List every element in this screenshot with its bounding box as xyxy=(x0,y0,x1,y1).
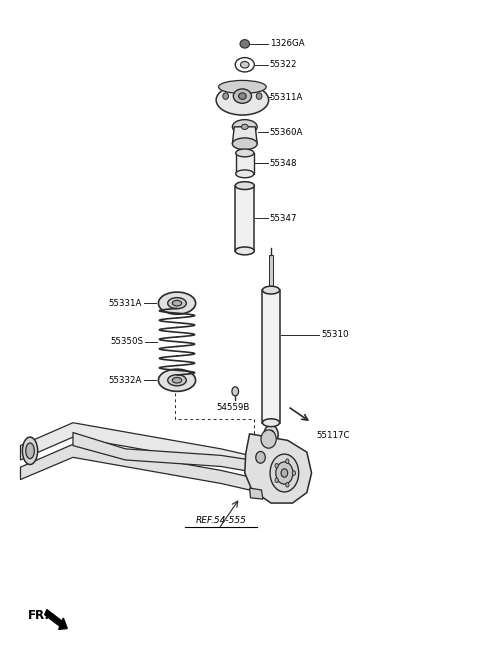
Ellipse shape xyxy=(281,469,288,478)
Ellipse shape xyxy=(275,463,278,468)
Ellipse shape xyxy=(263,286,280,294)
Text: 55322: 55322 xyxy=(270,60,297,70)
Ellipse shape xyxy=(218,81,266,94)
Ellipse shape xyxy=(172,377,181,383)
Ellipse shape xyxy=(240,39,250,48)
Ellipse shape xyxy=(158,292,196,314)
Bar xyxy=(263,290,280,422)
Ellipse shape xyxy=(26,443,34,459)
Ellipse shape xyxy=(168,298,186,309)
Polygon shape xyxy=(245,434,312,503)
Ellipse shape xyxy=(240,62,249,68)
Text: 55348: 55348 xyxy=(270,159,297,168)
FancyArrow shape xyxy=(45,609,67,630)
Text: 55117C: 55117C xyxy=(316,430,350,440)
Text: 55350S: 55350S xyxy=(110,337,143,346)
Ellipse shape xyxy=(286,483,289,487)
Text: REF.54-555: REF.54-555 xyxy=(195,516,246,525)
Ellipse shape xyxy=(256,451,265,463)
Bar xyxy=(269,255,273,290)
Ellipse shape xyxy=(223,93,228,99)
Text: 55332A: 55332A xyxy=(109,376,142,385)
Ellipse shape xyxy=(236,149,254,157)
Text: 1326GA: 1326GA xyxy=(270,39,304,49)
Ellipse shape xyxy=(235,58,254,72)
Ellipse shape xyxy=(172,300,181,306)
Ellipse shape xyxy=(23,437,37,464)
Text: 55310: 55310 xyxy=(321,330,348,339)
Ellipse shape xyxy=(216,85,269,115)
Ellipse shape xyxy=(232,119,257,134)
Text: FR.: FR. xyxy=(28,609,49,622)
Ellipse shape xyxy=(232,387,239,396)
Polygon shape xyxy=(73,432,259,473)
Text: 55360A: 55360A xyxy=(270,127,303,136)
Polygon shape xyxy=(250,488,263,499)
Text: 55311A: 55311A xyxy=(270,93,303,102)
Ellipse shape xyxy=(236,170,254,178)
Text: 55331A: 55331A xyxy=(109,298,142,308)
Ellipse shape xyxy=(232,138,257,150)
Ellipse shape xyxy=(292,471,296,476)
Ellipse shape xyxy=(270,454,299,492)
Ellipse shape xyxy=(276,462,293,484)
Text: 55347: 55347 xyxy=(270,214,297,223)
Ellipse shape xyxy=(263,419,280,426)
Ellipse shape xyxy=(233,89,252,103)
Polygon shape xyxy=(232,127,257,144)
Text: 54559B: 54559B xyxy=(216,403,250,412)
Ellipse shape xyxy=(261,430,276,448)
Ellipse shape xyxy=(235,247,254,255)
Bar xyxy=(235,186,254,251)
Ellipse shape xyxy=(168,375,186,386)
Ellipse shape xyxy=(239,93,246,99)
Ellipse shape xyxy=(235,182,254,190)
Ellipse shape xyxy=(264,425,278,443)
Ellipse shape xyxy=(241,124,248,129)
Polygon shape xyxy=(21,422,278,476)
Ellipse shape xyxy=(275,478,278,483)
Bar xyxy=(236,153,254,174)
Ellipse shape xyxy=(256,93,262,99)
Ellipse shape xyxy=(286,459,289,464)
Ellipse shape xyxy=(268,430,275,439)
Ellipse shape xyxy=(158,369,196,392)
Polygon shape xyxy=(21,444,278,497)
